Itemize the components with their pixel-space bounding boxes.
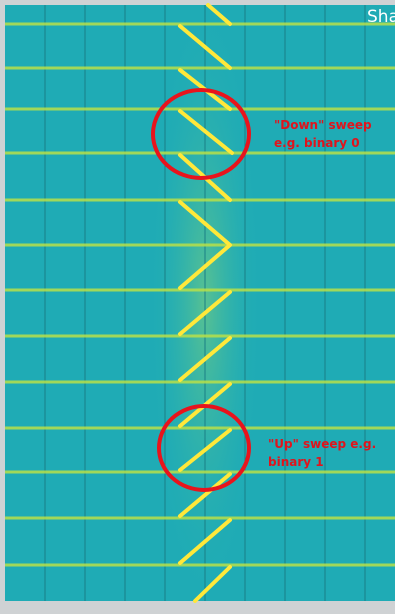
vertical-grid xyxy=(44,5,366,601)
annotation: binary 1 xyxy=(268,455,324,469)
annotation: e.g. binary 0 xyxy=(274,136,360,150)
share-label: Shar xyxy=(367,7,406,27)
annotation: "Down" sweep xyxy=(274,118,372,132)
highlight-circle xyxy=(151,88,251,180)
horizontal-lines xyxy=(5,22,395,567)
highlight-circle xyxy=(157,404,251,492)
annotation: "Up" sweep e.g. xyxy=(268,437,376,451)
side-strip xyxy=(395,0,407,614)
